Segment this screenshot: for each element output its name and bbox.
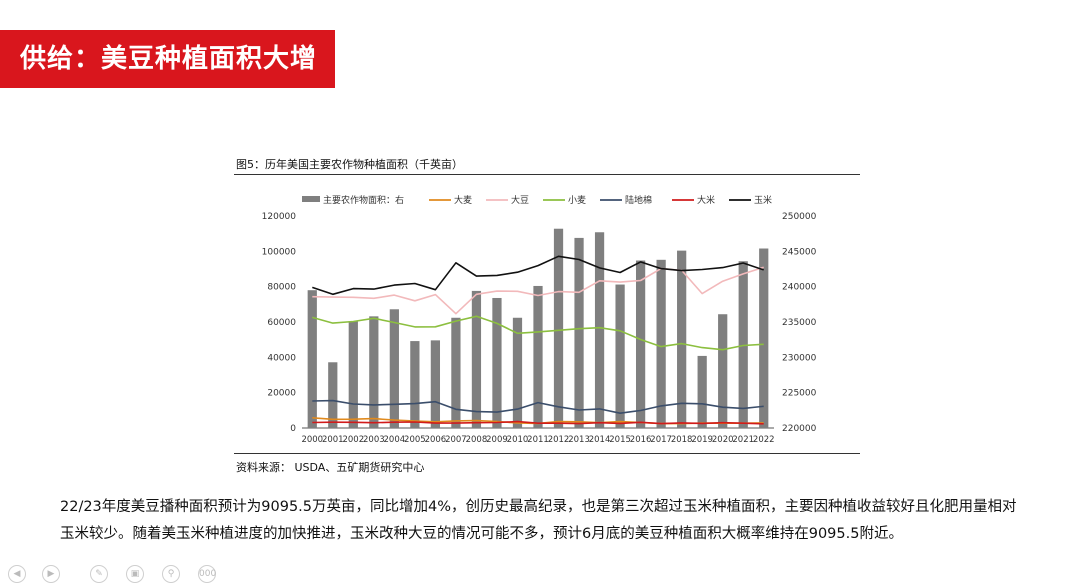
body-paragraph: 22/23年度美豆播种面积预计为9095.5万英亩，同比增加4%，创历史最高纪录… xyxy=(60,499,1017,542)
bar-main-crop-area xyxy=(656,259,666,428)
x-tick-label: 2008 xyxy=(466,435,488,445)
y-right-tick-label: 240000 xyxy=(782,283,817,293)
bar-main-crop-area xyxy=(492,297,502,428)
series-line xyxy=(312,266,764,315)
y-right-tick-label: 235000 xyxy=(782,318,817,328)
x-tick-label: 2006 xyxy=(425,435,447,445)
figure-caption: 图5：历年美国主要农作物种植面积（千英亩） xyxy=(236,158,463,171)
bar-main-crop-area xyxy=(574,237,584,428)
bar-main-crop-area xyxy=(635,260,646,428)
y-right-tick-label: 230000 xyxy=(782,353,817,363)
screen-icon[interactable]: ▣ xyxy=(126,565,144,583)
bar-main-crop-area xyxy=(307,290,317,428)
bar-main-crop-area xyxy=(697,355,707,428)
x-tick-label: 2011 xyxy=(527,435,549,445)
bar-main-crop-area xyxy=(389,309,399,428)
series-line xyxy=(312,255,764,296)
legend-swatch-bar xyxy=(302,196,320,202)
legend-label: 大豆 xyxy=(511,194,529,206)
x-tick-label: 2000 xyxy=(301,435,323,445)
bar-main-crop-area xyxy=(369,316,379,428)
bar-main-crop-area xyxy=(512,317,523,428)
pen-icon[interactable]: ✎ xyxy=(90,565,108,583)
bar-main-crop-area xyxy=(718,314,728,428)
title-banner: 供给：美豆种植面积大增 xyxy=(0,30,335,88)
x-tick-label: 2018 xyxy=(671,435,693,445)
y-left-tick-label: 40000 xyxy=(267,353,296,363)
x-tick-label: 2002 xyxy=(342,435,364,445)
series-line xyxy=(312,420,764,425)
x-tick-label: 2013 xyxy=(568,435,590,445)
next-icon[interactable]: ▶ xyxy=(42,565,60,583)
y-left-tick-label: 120000 xyxy=(262,212,297,222)
x-tick-label: 2001 xyxy=(322,435,344,445)
series-line xyxy=(312,399,764,414)
y-left-tick-label: 80000 xyxy=(267,283,296,293)
x-tick-label: 2017 xyxy=(650,435,672,445)
legend-label: 主要农作物面积：右 xyxy=(323,194,404,206)
x-tick-label: 2020 xyxy=(712,435,734,445)
figure-bottom-rule xyxy=(234,453,860,454)
x-tick-label: 2021 xyxy=(732,435,754,445)
bar-main-crop-area xyxy=(738,261,748,428)
y-right-tick-label: 220000 xyxy=(782,424,817,434)
x-tick-label: 2005 xyxy=(404,435,426,445)
bar-main-crop-area xyxy=(553,228,564,428)
bar-main-crop-area xyxy=(451,317,461,428)
y-right-tick-label: 225000 xyxy=(782,389,817,399)
y-left-tick-label: 100000 xyxy=(262,247,297,257)
legend-label: 小麦 xyxy=(568,194,586,206)
prev-icon[interactable]: ◀ xyxy=(8,565,26,583)
y-left-tick-label: 60000 xyxy=(267,318,296,328)
bar-main-crop-area xyxy=(328,362,338,428)
page-title: 供给：美豆种植面积大增 xyxy=(20,44,318,74)
y-right-tick-label: 245000 xyxy=(782,247,817,257)
more-icon[interactable]: 000 xyxy=(198,565,216,583)
bar-main-crop-area xyxy=(348,321,358,428)
y-left-tick-label: 20000 xyxy=(267,389,296,399)
y-right-tick-label: 250000 xyxy=(782,212,817,222)
crop-area-chart: 0 20000 40000 60000 80000 100000 120000 220000 2… xyxy=(262,194,817,445)
x-tick-label: 2012 xyxy=(548,435,570,445)
bar-main-crop-area xyxy=(471,290,482,428)
x-tick-label: 2010 xyxy=(507,435,529,445)
x-tick-label: 2016 xyxy=(630,435,652,445)
x-tick-label: 2004 xyxy=(384,435,406,445)
x-tick-label: 2015 xyxy=(609,435,631,445)
x-tick-label: 2003 xyxy=(363,435,385,445)
x-tick-label: 2009 xyxy=(486,435,508,445)
bar-main-crop-area xyxy=(677,250,687,428)
y-left-tick-label: 0 xyxy=(290,424,296,434)
bar-main-crop-area xyxy=(594,232,605,428)
x-tick-label: 2007 xyxy=(445,435,467,445)
legend-label: 陆地棉 xyxy=(625,194,652,206)
legend-label: 玉米 xyxy=(754,194,772,206)
x-tick-label: 2014 xyxy=(589,435,611,445)
legend-label: 大米 xyxy=(697,194,715,206)
bar-main-crop-area xyxy=(759,248,769,428)
series-line xyxy=(312,315,764,351)
x-tick-label: 2022 xyxy=(753,435,775,445)
bar-main-crop-area xyxy=(430,340,441,428)
figure-top-rule xyxy=(234,174,860,175)
bar-main-crop-area xyxy=(615,284,625,428)
bar-main-crop-area xyxy=(533,285,543,428)
bar-main-crop-area xyxy=(410,341,420,428)
figure-source: 资料来源： USDA、五矿期货研究中心 xyxy=(236,461,425,474)
zoom-icon[interactable]: ⚲ xyxy=(162,565,180,583)
x-tick-label: 2019 xyxy=(691,435,713,445)
legend-label: 大麦 xyxy=(454,194,472,206)
